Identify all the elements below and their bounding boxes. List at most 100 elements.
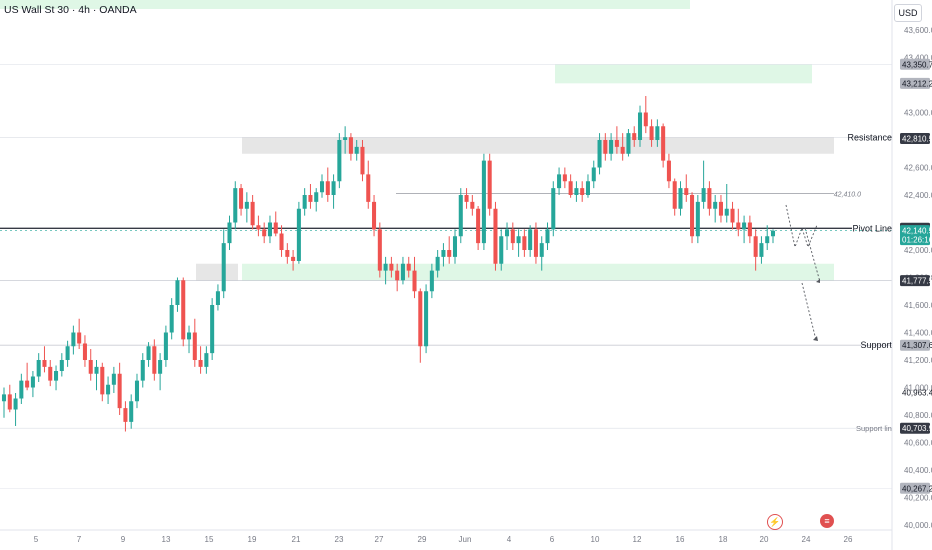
price-tag[interactable]: 43,212.2 xyxy=(902,79,932,88)
candle-body xyxy=(175,280,180,305)
candle-body xyxy=(395,270,400,281)
candle-body xyxy=(325,181,330,195)
time-tick-label: 18 xyxy=(719,535,728,544)
candle-body xyxy=(406,263,411,271)
price-tag[interactable]: 42,140.5 xyxy=(902,227,932,236)
candle-body xyxy=(250,201,255,226)
candle-body xyxy=(19,380,24,399)
candle-body xyxy=(603,140,608,154)
price-tag[interactable]: 40,703.9 xyxy=(902,424,932,433)
candle-body xyxy=(499,236,504,264)
time-tick-label: 5 xyxy=(34,535,39,544)
candle-body xyxy=(713,201,718,209)
candle-body xyxy=(730,208,735,223)
price-tag[interactable]: 41,307.6 xyxy=(902,341,932,350)
candle-body xyxy=(123,408,128,422)
price-tag-bg[interactable] xyxy=(900,339,930,351)
candle-body xyxy=(158,360,163,374)
price-tick-label: 40,200.0 xyxy=(904,494,932,503)
candle-body xyxy=(389,263,394,271)
currency-selector[interactable]: USD xyxy=(894,4,922,22)
candle-body xyxy=(273,222,278,234)
pivot-line-label: Pivot Line xyxy=(852,223,892,233)
candle-body xyxy=(181,280,186,340)
price-tag[interactable]: 40,963.4 xyxy=(902,389,932,398)
candle-body xyxy=(609,140,614,154)
time-tick-label: 20 xyxy=(760,535,769,544)
price-tag[interactable]: 40,267.2 xyxy=(902,484,932,493)
price-tag[interactable]: 42,810.5 xyxy=(902,135,932,144)
candle-body xyxy=(718,201,723,216)
candle-body xyxy=(7,394,12,410)
price-tag-bg[interactable] xyxy=(900,133,930,145)
candle-body xyxy=(736,222,741,230)
candle-body xyxy=(377,229,382,271)
candle-body xyxy=(429,270,434,292)
price-tag-bg[interactable] xyxy=(900,77,930,89)
price-tag-bg[interactable] xyxy=(900,58,930,70)
candle-body xyxy=(239,188,244,209)
candle-body xyxy=(516,236,521,244)
candle-body xyxy=(152,346,157,374)
candle-body xyxy=(94,366,99,374)
candle-body xyxy=(476,208,481,244)
time-tick-label: 4 xyxy=(507,535,512,544)
dividend-event-icon[interactable]: ⚡ xyxy=(767,514,783,530)
time-tick-label: 21 xyxy=(292,535,301,544)
economic-event-icon[interactable]: ≡ xyxy=(820,514,834,528)
price-tick-label: 41,000.0 xyxy=(904,384,932,393)
candle-body xyxy=(348,137,353,154)
candle-body xyxy=(25,380,30,388)
candle-body xyxy=(441,250,446,257)
candle-body xyxy=(684,188,689,195)
price-tick-label: 42,400.0 xyxy=(904,191,932,200)
price-tag-bg[interactable] xyxy=(900,422,930,434)
candle-body xyxy=(447,250,452,257)
time-tick-label: 10 xyxy=(591,535,600,544)
candle-body xyxy=(42,360,47,367)
candle-body xyxy=(661,126,666,161)
resistance-zone xyxy=(242,137,834,154)
time-axis[interactable]: 5 7 9 13 15 19 21 23 27 29 Jun 4 6 10 12 16 18 20 24 26 xyxy=(0,529,892,544)
candle-body xyxy=(198,360,203,367)
price-tag-bg[interactable] xyxy=(900,225,930,246)
symbol-title[interactable]: US Wall St 30 · 4h · OANDA xyxy=(4,4,137,16)
price-axis[interactable]: 43,600.0 43,400.0 43,000.0 42,600.0 42,400.0… xyxy=(891,0,932,550)
candle-body xyxy=(366,174,371,202)
candle-body xyxy=(267,222,272,237)
level-410-label: 42,410.0 xyxy=(834,192,861,199)
price-tag[interactable]: 43,350.7 xyxy=(902,60,932,69)
candle-body xyxy=(244,201,249,209)
price-tick-label: 43,000.0 xyxy=(904,109,932,118)
price-tag-countdown[interactable]: 01:26:16 xyxy=(902,236,932,245)
arrow-head-2 xyxy=(813,336,818,341)
candle-body xyxy=(678,188,683,209)
demand-zone xyxy=(242,263,834,281)
price-tick-label: 43,600.0 xyxy=(904,26,932,35)
candle-body xyxy=(505,229,510,237)
candle-body xyxy=(539,243,544,257)
candle-body xyxy=(65,346,70,360)
price-tag[interactable]: 41,777.5 xyxy=(902,277,932,286)
price-tick-label: 42,000.0 xyxy=(904,246,932,255)
candle-body xyxy=(129,401,134,422)
candle-body xyxy=(215,291,220,305)
price-tick-label: 40,000.0 xyxy=(904,521,932,530)
candle-body xyxy=(48,366,53,381)
demand-zone-left xyxy=(196,263,238,281)
candle-body xyxy=(452,236,458,257)
time-tick-label: 9 xyxy=(121,535,126,544)
projection-arrow-1 xyxy=(804,227,821,283)
candle-body xyxy=(106,384,111,395)
price-tag-bg[interactable] xyxy=(900,482,930,494)
candle-body xyxy=(522,236,527,250)
candle-body xyxy=(227,222,232,244)
candle-body xyxy=(13,398,18,410)
candle-body xyxy=(412,270,417,292)
candle-body xyxy=(435,256,440,271)
time-tick-label: 15 xyxy=(205,535,214,544)
candle-body xyxy=(424,291,429,347)
price-tag-bg[interactable] xyxy=(900,275,930,287)
price-tick-label: 41,400.0 xyxy=(904,329,932,338)
